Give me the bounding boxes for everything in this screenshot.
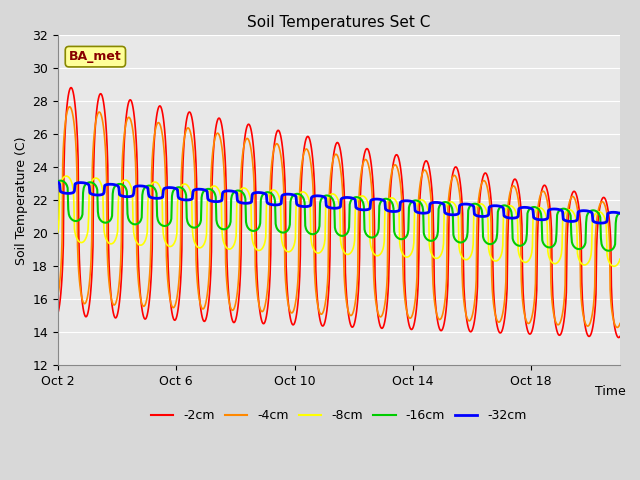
Text: BA_met: BA_met — [69, 50, 122, 63]
Text: Time: Time — [595, 385, 626, 398]
Y-axis label: Soil Temperature (C): Soil Temperature (C) — [15, 136, 28, 264]
Legend: -2cm, -4cm, -8cm, -16cm, -32cm: -2cm, -4cm, -8cm, -16cm, -32cm — [146, 405, 532, 427]
Title: Soil Temperatures Set C: Soil Temperatures Set C — [247, 15, 431, 30]
